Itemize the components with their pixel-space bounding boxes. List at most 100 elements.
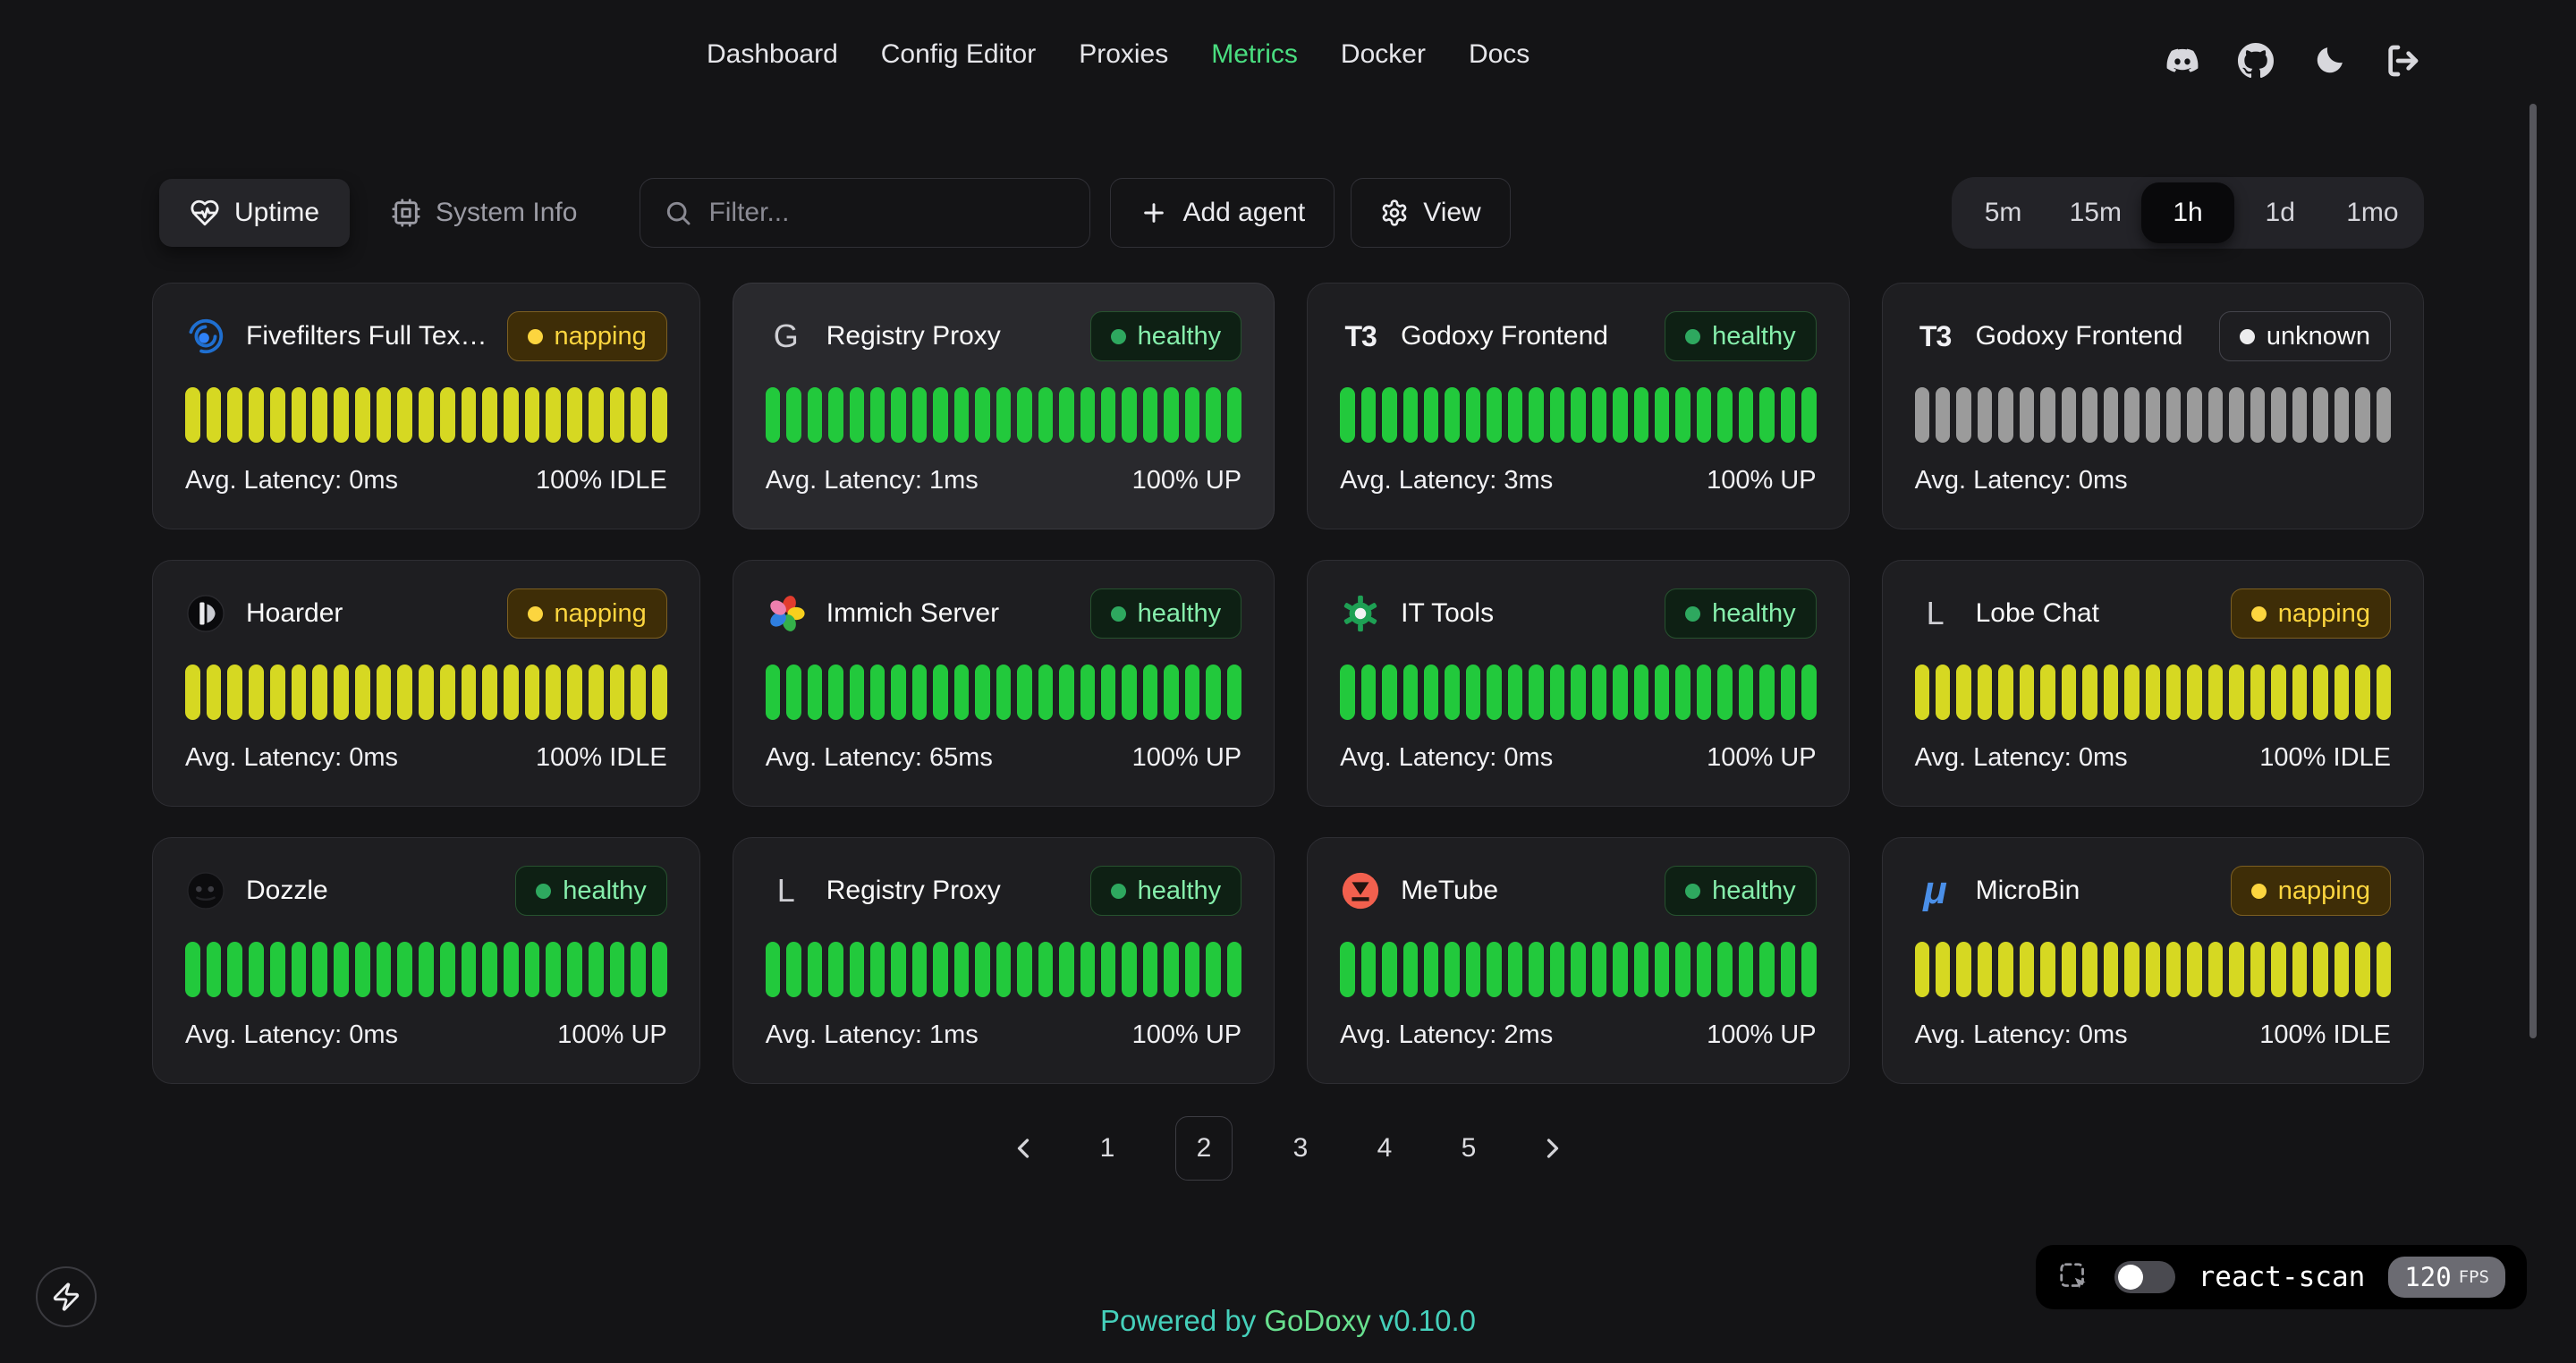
uptime-bar [1038,387,1054,443]
uptime-bar [1717,387,1733,443]
dark-mode-moon-icon[interactable] [2311,43,2347,79]
time-range-selector: 5m 15m 1h 1d 1mo [1952,177,2424,249]
time-range-1mo[interactable]: 1mo [2346,198,2399,227]
service-card[interactable]: Immich Server healthy Avg. Latency: 65ms… [732,560,1275,807]
service-card[interactable]: Hoarder napping Avg. Latency: 0ms 100% I… [152,560,700,807]
status-badge: healthy [1089,311,1242,361]
uptime-bar [2207,665,2224,720]
uptime-bar [631,387,647,443]
scrollbar-thumb[interactable] [2529,104,2537,1038]
service-card[interactable]: L Lobe Chat napping Avg. Latency: 0ms 10… [1881,560,2424,807]
uptime-percent: 100% IDLE [536,466,667,495]
uptime-bar [206,387,222,443]
service-name: Lobe Chat [1975,598,2100,628]
service-card[interactable]: μ MicroBin napping Avg. Latency: 0ms 100… [1881,837,2424,1084]
tab-uptime[interactable]: Uptime [159,179,351,247]
page-1[interactable]: 1 [1099,1133,1115,1163]
godoxy-link[interactable]: GoDoxy [1264,1304,1371,1337]
uptime-bar [376,387,392,443]
uptime-bar [2103,665,2119,720]
avg-latency: Avg. Latency: 1ms [765,1020,979,1049]
uptime-bar [397,665,413,720]
uptime-bar [1936,942,1951,997]
time-range-1d[interactable]: 1d [2265,198,2295,227]
uptime-bar [652,942,667,997]
uptime-bar [631,665,647,720]
inspect-icon[interactable] [2057,1260,2091,1294]
discord-icon[interactable] [2165,43,2200,79]
service-card[interactable]: Dozzle healthy Avg. Latency: 0ms 100% UP [152,837,700,1084]
uptime-bar [185,387,200,443]
uptime-bar [2166,387,2182,443]
nav-item-docker[interactable]: Docker [1340,39,1426,69]
uptime-bar [1080,942,1095,997]
github-icon[interactable] [2238,43,2274,79]
uptime-bar [1059,387,1074,443]
time-range-1h[interactable]: 1h [2141,182,2234,243]
status-label: healthy [1712,598,1796,628]
zap-button[interactable] [36,1266,97,1327]
uptime-bar [546,665,562,720]
nav-item-proxies[interactable]: Proxies [1079,39,1169,69]
time-range-5m[interactable]: 5m [1984,198,2022,227]
service-card[interactable]: IT Tools healthy Avg. Latency: 0ms 100% … [1307,560,1850,807]
uptime-bar [807,942,823,997]
uptime-bar [1998,942,2013,997]
uptime-percent: 100% UP [557,1020,667,1049]
uptime-bar [291,665,307,720]
page-4[interactable]: 4 [1377,1133,1393,1163]
time-range-15m[interactable]: 15m [2069,198,2122,227]
uptime-bar [807,665,823,720]
uptime-bar [609,942,625,997]
uptime-bar [786,665,801,720]
uptime-bar [1423,665,1439,720]
service-card[interactable]: G Registry Proxy healthy Avg. Latency: 1… [732,283,1275,529]
uptime-bars [1914,942,2391,997]
uptime-bar [1633,665,1648,720]
uptime-bar [1445,665,1460,720]
uptime-bar [891,665,906,720]
uptime-bar [2271,387,2286,443]
service-card[interactable]: T3 Godoxy Frontend unknown Avg. Latency:… [1881,283,2424,529]
service-card[interactable]: L Registry Proxy healthy Avg. Latency: 1… [732,837,1275,1084]
uptime-bar [1206,387,1221,443]
uptime-bar [1164,387,1179,443]
nav-item-config-editor[interactable]: Config Editor [880,39,1037,69]
view-button[interactable]: View [1351,178,1511,248]
uptime-bar [1423,942,1439,997]
uptime-bar [2103,942,2119,997]
uptime-bar [996,665,1012,720]
service-card[interactable]: MeTube healthy Avg. Latency: 2ms 100% UP [1307,837,1850,1084]
page-3[interactable]: 3 [1292,1133,1309,1163]
nav-item-metrics[interactable]: Metrics [1211,39,1298,69]
page-2-current[interactable]: 2 [1175,1116,1233,1181]
uptime-bar [1382,942,1397,997]
uptime-bar [354,387,370,443]
uptime-bars [1914,387,2391,443]
filter-input[interactable] [708,198,1067,228]
t3-icon: T3 [1919,319,1952,352]
chevron-left-icon[interactable] [1007,1132,1039,1164]
react-scan-toggle[interactable] [2114,1261,2175,1293]
status-badge: healthy [1665,866,1817,916]
uptime-bar [2124,387,2140,443]
tab-system-info[interactable]: System Info [360,179,607,247]
logout-icon[interactable] [2385,43,2420,79]
chevron-right-icon[interactable] [1537,1132,1569,1164]
uptime-bar [419,942,434,997]
nav-item-docs[interactable]: Docs [1468,39,1530,69]
uptime-bars [765,942,1242,997]
tab-uptime-label: Uptime [234,198,320,227]
uptime-bar [185,942,200,997]
uptime-bar [1402,387,1418,443]
uptime-bar [609,665,625,720]
uptime-bar [1914,942,1930,997]
service-card[interactable]: Fivefilters Full Tex… napping Avg. Laten… [152,283,700,529]
uptime-bar [1184,665,1200,720]
page-5[interactable]: 5 [1461,1133,1477,1163]
uptime-bar [354,665,370,720]
service-card[interactable]: T3 Godoxy Frontend healthy Avg. Latency:… [1307,283,1850,529]
add-agent-button[interactable]: Add agent [1110,178,1335,248]
uptime-bar [2229,387,2244,443]
nav-item-dashboard[interactable]: Dashboard [707,39,838,69]
